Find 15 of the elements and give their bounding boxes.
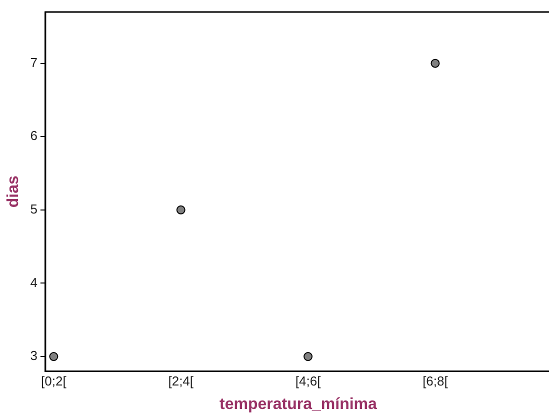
y-axis-title: dias [5,175,22,208]
y-tick-label: 5 [30,202,38,217]
point [176,205,186,214]
point [304,352,313,362]
y-tick-label: 4 [30,274,38,290]
x-tick-label: [2;4[ [168,374,194,389]
x-tick-label: [4;6[ [295,374,322,389]
y-tick-label: 7 [30,54,38,70]
point [49,352,58,362]
y-tick-label: 3 [30,348,38,364]
point [430,58,440,68]
x-tick-label: [0;2[ [41,374,67,389]
x-tick-label: [6;8[ [422,374,448,389]
x-axis-title: temperatura_mínima [220,396,378,413]
y-tick-label: 6 [30,128,38,144]
